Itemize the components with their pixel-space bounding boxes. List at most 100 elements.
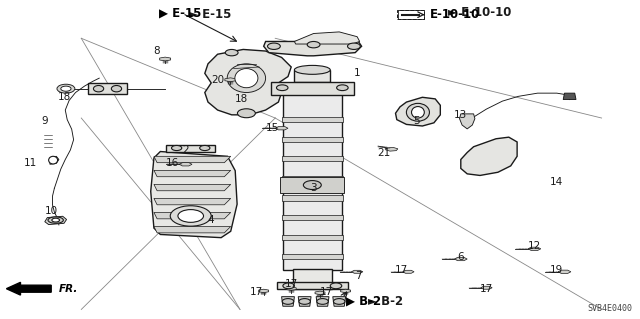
Polygon shape [481, 286, 492, 289]
Ellipse shape [294, 65, 330, 74]
Text: 6: 6 [458, 252, 464, 262]
Polygon shape [528, 247, 541, 250]
Polygon shape [298, 297, 311, 306]
Text: ▶ E-15: ▶ E-15 [159, 6, 201, 19]
Bar [282, 196, 343, 201]
Bar [293, 269, 332, 289]
Bar [282, 215, 343, 220]
FancyArrow shape [6, 282, 51, 295]
Text: FR.: FR. [59, 284, 78, 294]
Text: 13: 13 [454, 110, 467, 120]
Bar [282, 235, 343, 240]
Polygon shape [403, 270, 414, 273]
Text: ▶ B-2: ▶ B-2 [346, 295, 381, 308]
Text: 1: 1 [354, 68, 360, 78]
Polygon shape [159, 57, 171, 61]
Bar [166, 145, 215, 152]
Ellipse shape [333, 299, 345, 304]
Bar [397, 10, 424, 19]
Polygon shape [225, 78, 236, 82]
Ellipse shape [52, 218, 60, 222]
Polygon shape [205, 49, 291, 115]
Polygon shape [154, 170, 231, 177]
Polygon shape [154, 226, 231, 233]
Bar [282, 117, 343, 122]
Polygon shape [315, 291, 325, 294]
Ellipse shape [170, 206, 211, 226]
Text: 15: 15 [266, 122, 278, 133]
Ellipse shape [48, 217, 63, 223]
Ellipse shape [200, 145, 210, 151]
Bar [88, 83, 127, 94]
Bar [277, 282, 348, 289]
Text: 17: 17 [285, 279, 298, 289]
Text: 17: 17 [250, 287, 262, 297]
Ellipse shape [178, 210, 204, 222]
Text: 2: 2 [182, 145, 189, 155]
Text: SVB4E0400: SVB4E0400 [588, 304, 632, 313]
Text: 3: 3 [310, 183, 317, 193]
Ellipse shape [317, 299, 328, 304]
Ellipse shape [412, 107, 424, 118]
Polygon shape [154, 198, 231, 205]
Text: ► E-10-10: ► E-10-10 [448, 6, 511, 19]
Ellipse shape [49, 156, 58, 164]
Ellipse shape [235, 69, 258, 88]
Ellipse shape [348, 43, 360, 49]
Ellipse shape [282, 299, 294, 304]
Polygon shape [340, 289, 351, 293]
Ellipse shape [283, 283, 294, 289]
Bar [398, 10, 424, 19]
Polygon shape [154, 184, 231, 191]
Text: 5: 5 [413, 116, 419, 126]
Ellipse shape [330, 283, 342, 289]
Text: 18: 18 [58, 92, 70, 102]
Text: 11: 11 [24, 158, 37, 168]
Text: 20: 20 [211, 75, 224, 85]
Polygon shape [259, 289, 269, 293]
Ellipse shape [303, 181, 321, 189]
Polygon shape [282, 297, 294, 306]
Bar [282, 254, 343, 259]
Text: 16: 16 [166, 158, 179, 168]
Ellipse shape [406, 103, 429, 121]
Text: ► E-15: ► E-15 [189, 8, 231, 21]
Text: 17: 17 [320, 287, 333, 297]
Text: 19: 19 [550, 264, 563, 275]
Ellipse shape [225, 49, 238, 56]
Polygon shape [45, 216, 67, 225]
Polygon shape [316, 297, 329, 306]
Text: E-10-10: E-10-10 [430, 8, 481, 21]
Text: 10: 10 [45, 205, 58, 216]
Text: 14: 14 [550, 177, 563, 187]
Polygon shape [558, 270, 571, 273]
Ellipse shape [61, 86, 71, 91]
Ellipse shape [268, 43, 280, 49]
Polygon shape [385, 147, 398, 151]
Polygon shape [264, 41, 362, 56]
Bar [283, 94, 342, 270]
Ellipse shape [337, 85, 348, 91]
Polygon shape [275, 127, 288, 130]
Polygon shape [179, 163, 192, 166]
Bar [282, 137, 343, 142]
Text: 18: 18 [236, 94, 248, 104]
Text: 21: 21 [378, 148, 390, 158]
Text: 12: 12 [528, 241, 541, 251]
Text: 17: 17 [480, 284, 493, 294]
Text: 7: 7 [355, 271, 362, 281]
Polygon shape [333, 297, 346, 306]
Polygon shape [286, 287, 296, 290]
Bar [294, 70, 330, 82]
Text: 17: 17 [396, 264, 408, 275]
Text: ► B-2: ► B-2 [368, 295, 403, 308]
Polygon shape [154, 212, 231, 219]
Ellipse shape [299, 299, 310, 304]
Polygon shape [151, 152, 237, 238]
Polygon shape [563, 93, 576, 100]
Ellipse shape [237, 109, 255, 118]
Ellipse shape [57, 84, 75, 93]
Ellipse shape [276, 85, 288, 91]
Polygon shape [454, 257, 467, 261]
Polygon shape [460, 114, 475, 129]
